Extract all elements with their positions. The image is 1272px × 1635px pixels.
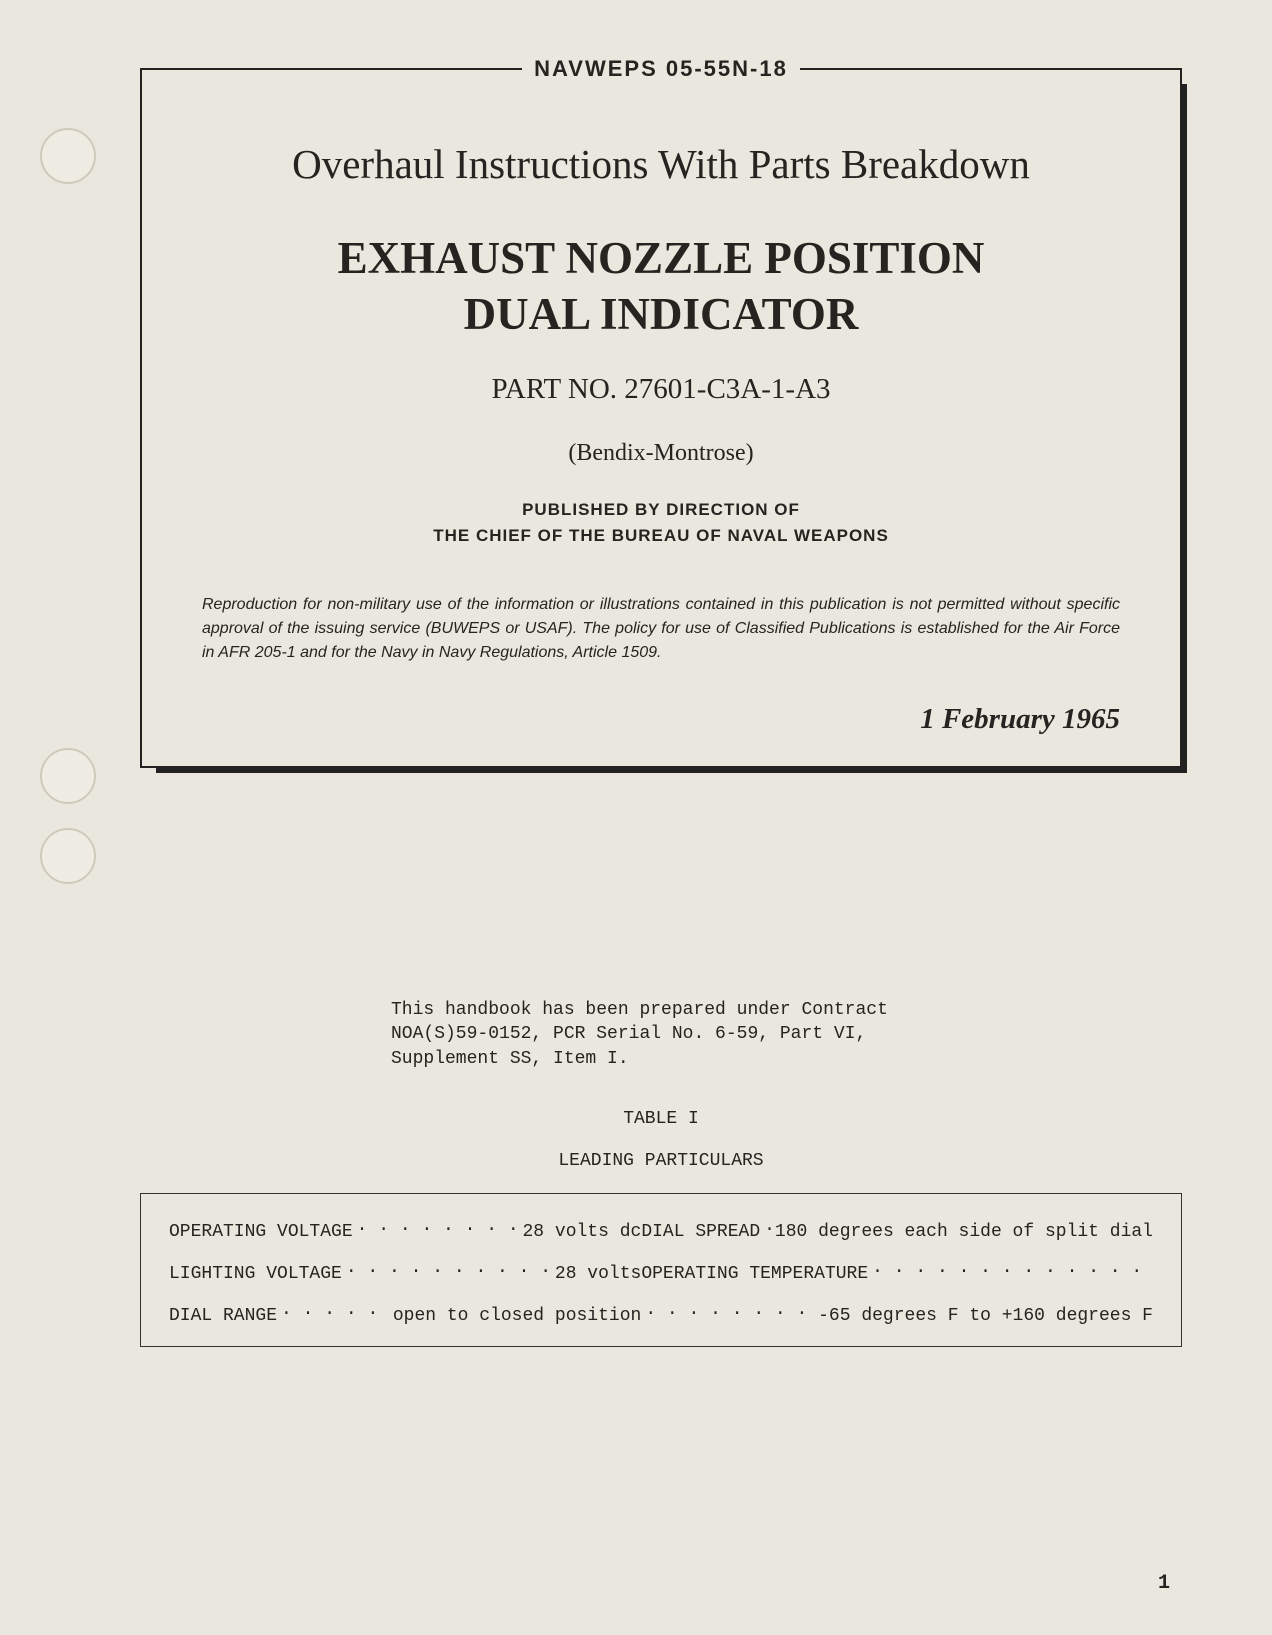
- table-row: LIGHTING VOLTAGE 28 volts OPERATING TEMP…: [169, 1260, 1153, 1284]
- table-row: DIAL RANGE open to closed position -65 d…: [169, 1302, 1153, 1326]
- spec-dial-range: DIAL RANGE open to closed position: [169, 1302, 641, 1326]
- publisher: PUBLISHED BY DIRECTION OF THE CHIEF OF T…: [202, 497, 1120, 550]
- contract-note: This handbook has been prepared under Co…: [391, 998, 931, 1071]
- part-number: PART NO. 27601-C3A-1-A3: [202, 373, 1120, 406]
- table-label: TABLE I: [140, 1109, 1182, 1129]
- spec-value: 28 volts: [555, 1264, 641, 1284]
- spec-label: OPERATING TEMPERATURE: [641, 1264, 868, 1284]
- frame-shadow-right: [1180, 84, 1187, 773]
- spec-value: 180 degrees each side of split dial: [775, 1222, 1153, 1242]
- spec-value: -65 degrees F to +160 degrees F: [818, 1306, 1153, 1326]
- punch-hole: [40, 748, 96, 804]
- product-title-line2: DUAL INDICATOR: [464, 289, 859, 339]
- leader-dots: [346, 1260, 551, 1278]
- spec-dial-spread: DIAL SPREAD 180 degrees each side of spl…: [641, 1218, 1153, 1242]
- publisher-line1: PUBLISHED BY DIRECTION OF: [522, 500, 800, 519]
- manufacturer: (Bendix-Montrose): [202, 440, 1120, 467]
- publication-date: 1 February 1965: [202, 703, 1120, 736]
- spec-operating-temperature: OPERATING TEMPERATURE: [641, 1260, 1153, 1284]
- doc-id: NAVWEPS 05-55N-18: [522, 56, 800, 82]
- spec-operating-temperature-value: -65 degrees F to +160 degrees F: [641, 1302, 1153, 1326]
- spec-operating-voltage: OPERATING VOLTAGE 28 volts dc: [169, 1218, 641, 1242]
- spec-lighting-voltage: LIGHTING VOLTAGE 28 volts: [169, 1260, 641, 1284]
- product-title-line1: EXHAUST NOZZLE POSITION: [338, 233, 985, 283]
- page-number: 1: [1158, 1572, 1170, 1595]
- leader-dots: [872, 1260, 1149, 1278]
- leader-dots: [645, 1302, 814, 1320]
- main-title: Overhaul Instructions With Parts Breakdo…: [202, 140, 1120, 188]
- reproduction-notice: Reproduction for non-military use of the…: [202, 593, 1120, 665]
- product-title: EXHAUST NOZZLE POSITION DUAL INDICATOR: [202, 230, 1120, 343]
- punch-hole: [40, 128, 96, 184]
- title-frame: NAVWEPS 05-55N-18 Overhaul Instructions …: [140, 68, 1182, 768]
- leader-dots: [764, 1218, 771, 1236]
- punch-hole: [40, 828, 96, 884]
- spec-label: LIGHTING VOLTAGE: [169, 1264, 342, 1284]
- publisher-line2: THE CHIEF OF THE BUREAU OF NAVAL WEAPONS: [433, 526, 889, 545]
- leader-dots: [281, 1302, 389, 1320]
- doc-id-wrap: NAVWEPS 05-55N-18: [142, 56, 1180, 82]
- document-page: NAVWEPS 05-55N-18 Overhaul Instructions …: [140, 68, 1182, 1575]
- frame-shadow-bottom: [156, 766, 1187, 773]
- leading-particulars-table: OPERATING VOLTAGE 28 volts dc DIAL SPREA…: [140, 1193, 1182, 1347]
- spec-value: 28 volts dc: [522, 1222, 641, 1242]
- spec-label: OPERATING VOLTAGE: [169, 1222, 353, 1242]
- table-row: OPERATING VOLTAGE 28 volts dc DIAL SPREA…: [169, 1218, 1153, 1242]
- spec-label: DIAL SPREAD: [641, 1222, 760, 1242]
- spec-label: DIAL RANGE: [169, 1306, 277, 1326]
- leader-dots: [357, 1218, 519, 1236]
- table-caption: LEADING PARTICULARS: [140, 1151, 1182, 1171]
- spec-value: open to closed position: [393, 1306, 641, 1326]
